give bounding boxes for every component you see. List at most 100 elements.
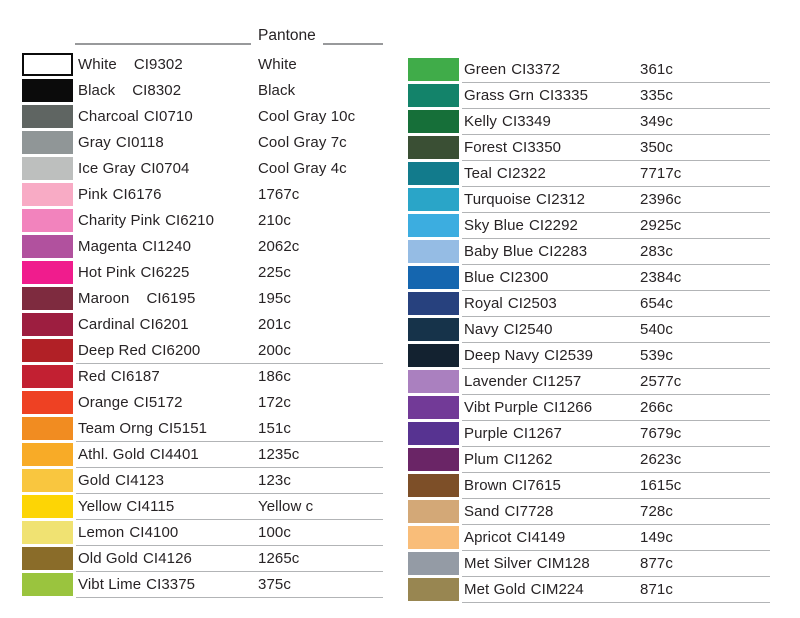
color-row: Kelly CI3349 349c (0, 110, 800, 136)
ink-code: CIM224 (530, 581, 584, 598)
color-label: Grass Grn CI3335 (464, 87, 588, 104)
color-swatch (408, 136, 459, 159)
color-row: Met Gold CIM224 871c (0, 578, 800, 604)
color-name: Vibt Lime (78, 576, 142, 593)
color-name: Team Orng (78, 420, 154, 437)
color-label: Plum CI1262 (464, 451, 553, 468)
ink-code: CI2312 (536, 191, 586, 208)
color-name: Ice Gray (78, 160, 136, 177)
ink-code: CI4149 (516, 529, 566, 546)
row-divider (462, 108, 770, 109)
color-swatch (408, 214, 459, 237)
ink-code: CI4123 (115, 472, 165, 489)
color-swatch (22, 235, 73, 258)
color-swatch (408, 396, 459, 419)
color-label: Ice Gray CI0704 (78, 160, 189, 177)
ink-code: CI1240 (142, 238, 192, 255)
pantone-value: 335c (640, 87, 673, 104)
row-divider (462, 394, 770, 395)
color-label: Purple CI1267 (464, 425, 562, 442)
pantone-value: 1235c (258, 446, 300, 463)
pantone-value: 100c (258, 524, 291, 541)
ink-code: CI1267 (512, 425, 562, 442)
color-swatch (22, 547, 73, 570)
color-label: Orange CI5172 (78, 394, 183, 411)
row-divider (462, 550, 770, 551)
color-label: Vibt Lime CI3375 (78, 576, 195, 593)
color-label: Met Gold CIM224 (464, 581, 584, 598)
color-row: Athl. Gold CI4401 1235c (0, 443, 800, 469)
color-swatch (22, 261, 73, 284)
pantone-value: 2925c (640, 217, 682, 234)
color-swatch (408, 344, 459, 367)
color-swatch (408, 370, 459, 393)
pantone-value: 539c (640, 347, 673, 364)
row-divider (462, 316, 770, 317)
color-label: Vibt Purple CI1266 (464, 399, 592, 416)
color-label: Teal CI2322 (464, 165, 546, 182)
row-divider (76, 493, 383, 494)
row-divider (76, 519, 383, 520)
color-row: Purple CI1267 7679c (0, 422, 800, 448)
pantone-value: 2384c (640, 269, 682, 286)
row-divider (462, 186, 770, 187)
ink-code: CI2322 (496, 165, 546, 182)
pantone-value: 123c (258, 472, 291, 489)
color-name: Lemon (78, 524, 125, 541)
color-row: Sand CI7728 728c (0, 500, 800, 526)
color-row: Deep Red CI6200 200c (0, 339, 800, 365)
color-swatch (22, 339, 73, 362)
color-name: White (78, 56, 117, 73)
pantone-header-rule (75, 43, 383, 45)
color-swatch (22, 157, 73, 180)
color-swatch (22, 495, 73, 518)
ink-code: CI5151 (158, 420, 208, 437)
row-divider (462, 602, 770, 603)
color-swatch (408, 188, 459, 211)
color-name: Athl. Gold (78, 446, 145, 463)
color-swatch (408, 500, 459, 523)
color-name: Magenta (78, 238, 138, 255)
pantone-value: 195c (258, 290, 291, 307)
pantone-value: 654c (640, 295, 673, 312)
ink-code: CI4100 (129, 524, 179, 541)
color-name: Kelly (464, 113, 498, 130)
color-row: Baby Blue CI2283 283c (0, 240, 800, 266)
color-name: Charity Pink (78, 212, 161, 229)
ink-code: CI2503 (507, 295, 557, 312)
row-divider (76, 597, 383, 598)
ink-code: CI6210 (165, 212, 215, 229)
color-label: Navy CI2540 (464, 321, 553, 338)
pantone-value: 350c (640, 139, 673, 156)
pantone-value: 871c (640, 581, 673, 598)
pantone-value: Yellow c (258, 498, 314, 515)
color-name: Purple (464, 425, 508, 442)
row-divider (462, 446, 770, 447)
color-label: Hot Pink CI6225 (78, 264, 189, 281)
pantone-value: 2623c (640, 451, 682, 468)
color-row: Green CI3372 361c (0, 58, 800, 84)
pantone-value: 186c (258, 368, 291, 385)
color-row: Hot Pink CI6225 225c (0, 261, 800, 287)
color-row: Grass Grn CI3335 335c (0, 84, 800, 110)
color-label: Charcoal CI0710 (78, 108, 193, 125)
color-name: Brown (464, 477, 508, 494)
color-label: Team Orng CI5151 (78, 420, 207, 437)
color-name: Lavender (464, 373, 528, 390)
row-divider (462, 290, 770, 291)
color-row: Vibt Purple CI1266 266c (0, 396, 800, 422)
color-name: Green (464, 61, 507, 78)
color-name: Red (78, 368, 106, 385)
color-row: Lemon CI4100 100c (0, 521, 800, 547)
row-divider (462, 134, 770, 135)
row-divider (76, 363, 383, 364)
color-row: Magenta CI1240 2062c (0, 235, 800, 261)
color-label: Brown CI7615 (464, 477, 561, 494)
color-swatch (408, 162, 459, 185)
ink-code: CI0710 (143, 108, 193, 125)
ink-code: CI6187 (110, 368, 160, 385)
color-name: Old Gold (78, 550, 138, 567)
color-label: Cardinal CI6201 (78, 316, 189, 333)
pantone-value: 266c (640, 399, 673, 416)
row-divider (76, 441, 383, 442)
